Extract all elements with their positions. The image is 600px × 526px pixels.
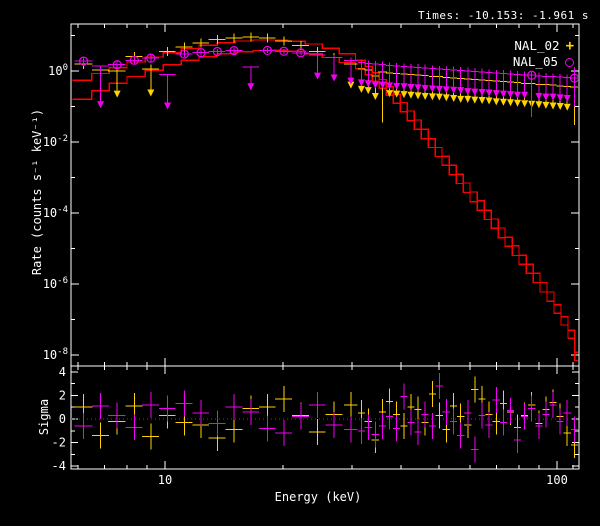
legend: NAL_02 + NAL_05 — [513, 38, 574, 70]
sigma-series-nal_02 — [74, 376, 578, 458]
svg-text:10-6: 10-6 — [43, 276, 68, 291]
svg-text:10-4: 10-4 — [43, 205, 68, 220]
legend-item-nal02: NAL_02 + — [513, 38, 574, 54]
plus-marker-icon: + — [565, 38, 574, 54]
legend-item-nal05: NAL_05 — [513, 54, 574, 70]
model-histogram-nal02 — [72, 39, 578, 353]
tick-labels: 10 100 100 10-2 10-4 10-6 10-8 4 2 0 -2 -4 — [43, 63, 568, 487]
legend-label-nal02: NAL_02 — [514, 38, 560, 53]
svg-text:4: 4 — [59, 365, 66, 379]
series-nal_05 — [74, 45, 578, 118]
legend-label-nal05: NAL_05 — [512, 54, 558, 69]
svg-text:-2: -2 — [52, 436, 66, 450]
sigma-series-nal_05 — [74, 372, 578, 463]
svg-text:10-2: 10-2 — [43, 134, 68, 149]
sigma-axis-label: Sigma — [37, 398, 51, 436]
rate-axis-label: Rate (counts s⁻¹ keV⁻¹) — [30, 108, 44, 276]
svg-text:0: 0 — [59, 412, 66, 426]
svg-text:100: 100 — [546, 473, 568, 487]
axis-ticks — [71, 24, 579, 469]
circle-marker-icon — [565, 58, 574, 67]
energy-axis-label: Energy (keV) — [274, 490, 362, 504]
panel-frames — [70, 23, 580, 470]
time-interval-label: Times: -10.153: -1.961 s — [418, 9, 589, 22]
svg-text:-4: -4 — [52, 459, 66, 473]
model-histogram-nal05 — [72, 49, 578, 362]
svg-text:10-8: 10-8 — [43, 347, 68, 362]
svg-text:10: 10 — [158, 473, 172, 487]
svg-text:100: 100 — [48, 63, 68, 78]
svg-text:2: 2 — [59, 388, 66, 402]
